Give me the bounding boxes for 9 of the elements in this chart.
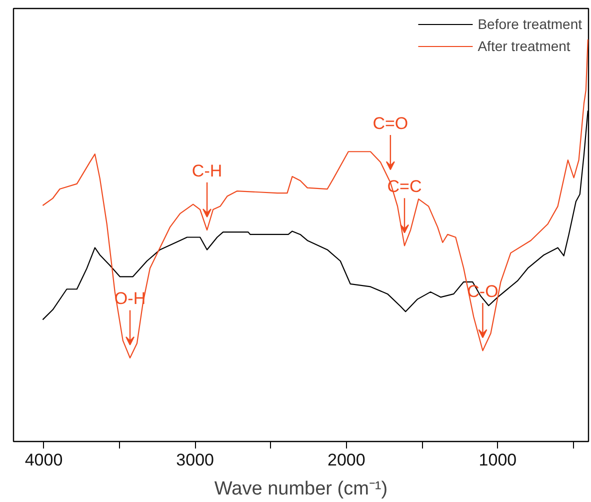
- annotation: C-H: [192, 161, 222, 180]
- x-tick-label: 1000: [478, 450, 517, 470]
- annotation: C=O: [372, 114, 408, 133]
- x-tick-label: 4000: [24, 450, 63, 470]
- x-axis-title: Wave number (cm⁻¹): [214, 478, 388, 500]
- legend-label: After treatment: [478, 38, 570, 54]
- x-tick-label: 2000: [327, 450, 366, 470]
- legend-label: Before treatment: [478, 16, 582, 32]
- x-tick-label: 3000: [176, 450, 214, 470]
